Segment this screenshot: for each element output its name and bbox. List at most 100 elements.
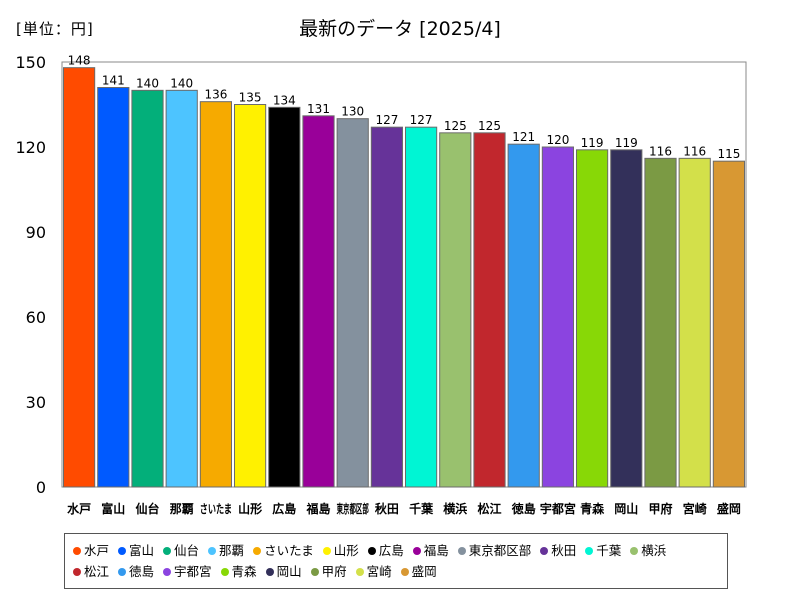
data-label: 130	[341, 105, 364, 119]
x-tick-label: 富山	[101, 501, 125, 516]
x-tick-label: 広島	[272, 501, 296, 516]
bar	[63, 67, 96, 488]
legend-item: 那覇	[208, 540, 244, 561]
bar	[199, 101, 233, 488]
bar	[678, 157, 711, 488]
value-labels: 148 141 140 140 136 135 134 131 130 127 127 125 125 1…	[68, 54, 741, 162]
legend-label: 富山	[129, 543, 155, 558]
x-tick-label: 宮崎	[683, 501, 707, 516]
data-label: 134	[273, 93, 296, 107]
data-label: 148	[68, 54, 91, 68]
data-label: 120	[546, 133, 569, 147]
legend-dot-icon	[265, 567, 274, 576]
bar	[712, 160, 745, 488]
unit-label: [単位：円]	[16, 20, 94, 38]
bar	[97, 87, 130, 488]
legend-label: 水戸	[84, 543, 110, 558]
legend-item: 東京都区部	[457, 540, 532, 561]
legend-item: 盛岡	[400, 561, 437, 582]
bar	[405, 126, 438, 488]
data-label: 127	[410, 113, 433, 127]
legend-dot-icon	[73, 546, 81, 555]
data-label: 116	[649, 144, 672, 158]
x-tick-label: 秋田	[375, 501, 399, 516]
data-label: 121	[512, 130, 535, 144]
legend-label: 那覇	[219, 543, 245, 558]
legend-dot-icon	[118, 567, 127, 576]
legend-dot-icon	[457, 546, 466, 555]
data-label: 140	[170, 76, 193, 90]
legend-label: 仙台	[174, 543, 200, 558]
plot-area	[61, 61, 747, 488]
x-tick-label: さいたま	[200, 502, 232, 516]
legend-item: 松江	[73, 561, 109, 582]
chart-title: 最新のデータ [2025/4]	[299, 18, 501, 40]
x-tick-label: 山形	[238, 501, 262, 516]
legend: 水戸 富山 仙台 那覇 さいたま 山形 広島 福島 東京都区部 秋田 千葉 横浜松江 徳島 宇都宮 青森 岡山…	[64, 533, 728, 589]
legend-dot-icon	[540, 546, 549, 555]
data-label: 127	[375, 113, 398, 127]
legend-item: 青森	[220, 561, 257, 582]
bar	[507, 143, 540, 488]
legend-label: 東京都区部	[468, 543, 532, 558]
legend-dot-icon	[585, 546, 594, 555]
legend-dot-icon	[163, 546, 172, 555]
legend-dot-icon	[118, 546, 127, 555]
y-tick-label: 60	[26, 308, 46, 327]
x-tick-label: 東京都区部	[337, 501, 369, 516]
legend-label: 岡山	[276, 564, 302, 579]
legend-label: 宇都宮	[174, 564, 212, 579]
bar	[439, 132, 472, 488]
legend-dot-icon	[400, 567, 409, 576]
y-tick-label: 150	[15, 53, 46, 72]
legend-item: 甲府	[310, 561, 347, 582]
legend-dot-icon	[355, 567, 364, 576]
legend-dot-icon	[253, 546, 262, 555]
legend-dot-icon	[220, 567, 229, 576]
data-label: 125	[478, 119, 501, 133]
y-tick-label: 0	[36, 478, 46, 497]
bar	[576, 149, 609, 488]
bar	[302, 115, 335, 488]
legend-dot-icon	[412, 546, 421, 555]
legend-item: 仙台	[163, 540, 199, 561]
legend-item: 水戸	[73, 540, 109, 561]
x-tick-label: 仙台	[135, 501, 159, 516]
bar	[268, 106, 301, 488]
legend-label: 山形	[333, 543, 359, 558]
legend-label: 横浜	[641, 543, 667, 558]
x-tick-label: 青森	[580, 501, 605, 516]
legend-item: 岡山	[265, 561, 302, 582]
bars	[63, 67, 745, 488]
bar	[131, 89, 164, 488]
bar	[370, 126, 403, 488]
legend-item: 宮崎	[355, 561, 392, 582]
legend-item: 富山	[118, 540, 154, 561]
legend-label: 盛岡	[411, 564, 437, 579]
data-label: 125	[444, 119, 467, 133]
legend-label: 青森	[231, 564, 257, 579]
legend-label: 千葉	[596, 543, 622, 558]
legend-dot-icon	[630, 546, 639, 555]
bar-chart: 0 30 60 90 120 150 148 141 140 140 136 135 134 131 13…	[15, 53, 747, 516]
data-label: 140	[136, 76, 159, 90]
bar	[234, 104, 267, 488]
legend-dot-icon	[367, 546, 376, 555]
legend-dot-icon	[208, 546, 217, 555]
legend-item: 宇都宮	[163, 561, 212, 582]
x-tick-label: 松江	[477, 501, 501, 516]
data-label: 141	[102, 74, 125, 88]
legend-item: 広島	[367, 540, 404, 561]
legend-label: 福島	[423, 543, 449, 558]
legend-item: 徳島	[118, 561, 154, 582]
legend-label: 甲府	[321, 564, 347, 579]
legend-label: さいたま	[264, 543, 314, 558]
legend-item: 福島	[412, 540, 449, 561]
legend-item: さいたま	[253, 540, 314, 561]
legend-item: 横浜	[630, 540, 666, 561]
data-label: 119	[615, 136, 638, 150]
x-tick-label: 岡山	[614, 501, 638, 516]
x-tick-label: 千葉	[409, 501, 434, 516]
legend-item: 秋田	[540, 540, 576, 561]
